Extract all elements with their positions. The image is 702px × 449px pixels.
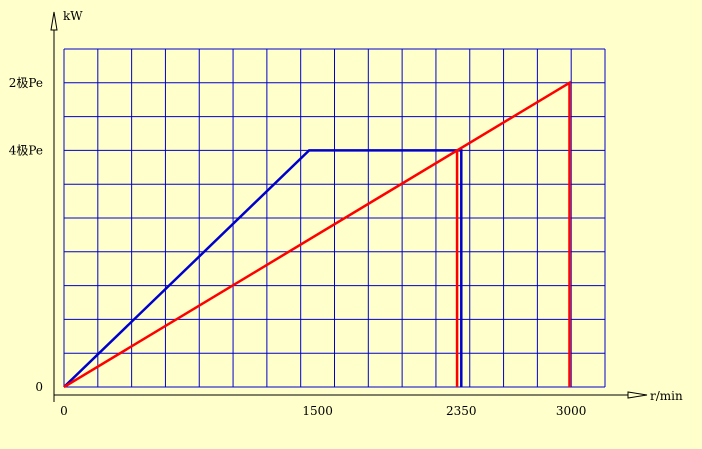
x-tick-label: 2350	[446, 404, 477, 418]
y-tick-label: 2极Pe	[9, 76, 43, 90]
y-tick-label: 0	[35, 380, 43, 394]
axes: kW r/min	[50, 9, 683, 403]
grid	[63, 48, 606, 388]
x-axis-arrow-icon	[627, 391, 648, 399]
x-axis-unit: r/min	[650, 389, 683, 403]
y-axis-unit: kW	[63, 9, 83, 23]
tick-labels: 0 1500 2350 3000 0 4极Pe 2极Pe	[9, 76, 587, 418]
series	[63, 80, 571, 389]
y-tick-label: 4极Pe	[9, 143, 43, 157]
x-tick-label: 0	[60, 404, 68, 418]
y-axis-arrow-icon	[50, 11, 58, 31]
series-line	[63, 80, 571, 389]
x-tick-label: 3000	[556, 404, 587, 418]
series-line	[63, 149, 463, 388]
x-tick-label: 1500	[302, 404, 333, 418]
